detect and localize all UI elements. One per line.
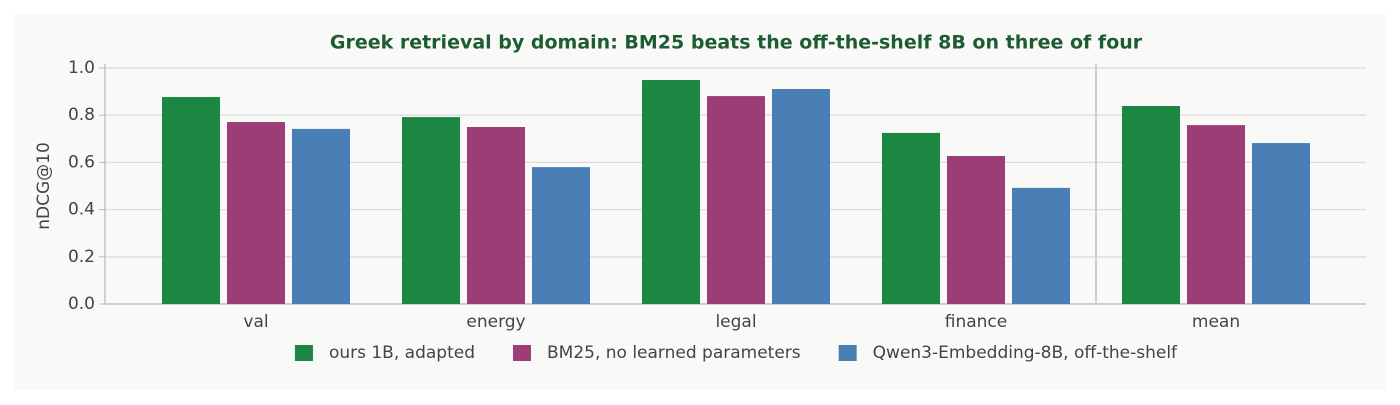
- chart-title: Greek retrieval by domain: BM25 beats th…: [330, 32, 1143, 54]
- bar: [1012, 187, 1070, 304]
- bar: [227, 122, 285, 304]
- x-tick-label: finance: [945, 312, 1007, 332]
- bar: [162, 97, 220, 304]
- bar: [1252, 143, 1310, 304]
- legend-label: Qwen3-Embedding-8B, off-the-shelf: [873, 343, 1178, 363]
- bar: [402, 117, 460, 304]
- bar: [1122, 105, 1180, 304]
- legend-swatch: [838, 345, 857, 361]
- y-tick-label: 0.0: [68, 294, 95, 314]
- y-tick-label: 0.2: [68, 247, 95, 267]
- bar: [532, 167, 590, 304]
- bar: [707, 96, 765, 304]
- legend-label: BM25, no learned parameters: [547, 343, 801, 363]
- x-tick-label: legal: [715, 312, 756, 332]
- legend-swatch: [512, 345, 531, 361]
- x-tick-label: mean: [1192, 312, 1240, 332]
- bar: [1187, 125, 1245, 304]
- legend-label: ours 1B, adapted: [329, 343, 475, 363]
- bar: [642, 80, 700, 304]
- y-tick-label: 0.8: [68, 105, 95, 125]
- y-tick-label: 0.6: [68, 152, 95, 172]
- y-axis-label: nDCG@10: [34, 142, 54, 230]
- bar: [882, 132, 940, 304]
- bar: [772, 89, 830, 304]
- y-tick-label: 1.0: [68, 58, 95, 78]
- legend-swatch: [294, 345, 313, 361]
- x-tick-label: energy: [466, 312, 525, 332]
- bar: [292, 128, 350, 304]
- y-tick-label: 0.4: [68, 200, 95, 220]
- bar: [947, 156, 1005, 304]
- x-tick-label: val: [243, 312, 268, 332]
- bar: [467, 127, 525, 304]
